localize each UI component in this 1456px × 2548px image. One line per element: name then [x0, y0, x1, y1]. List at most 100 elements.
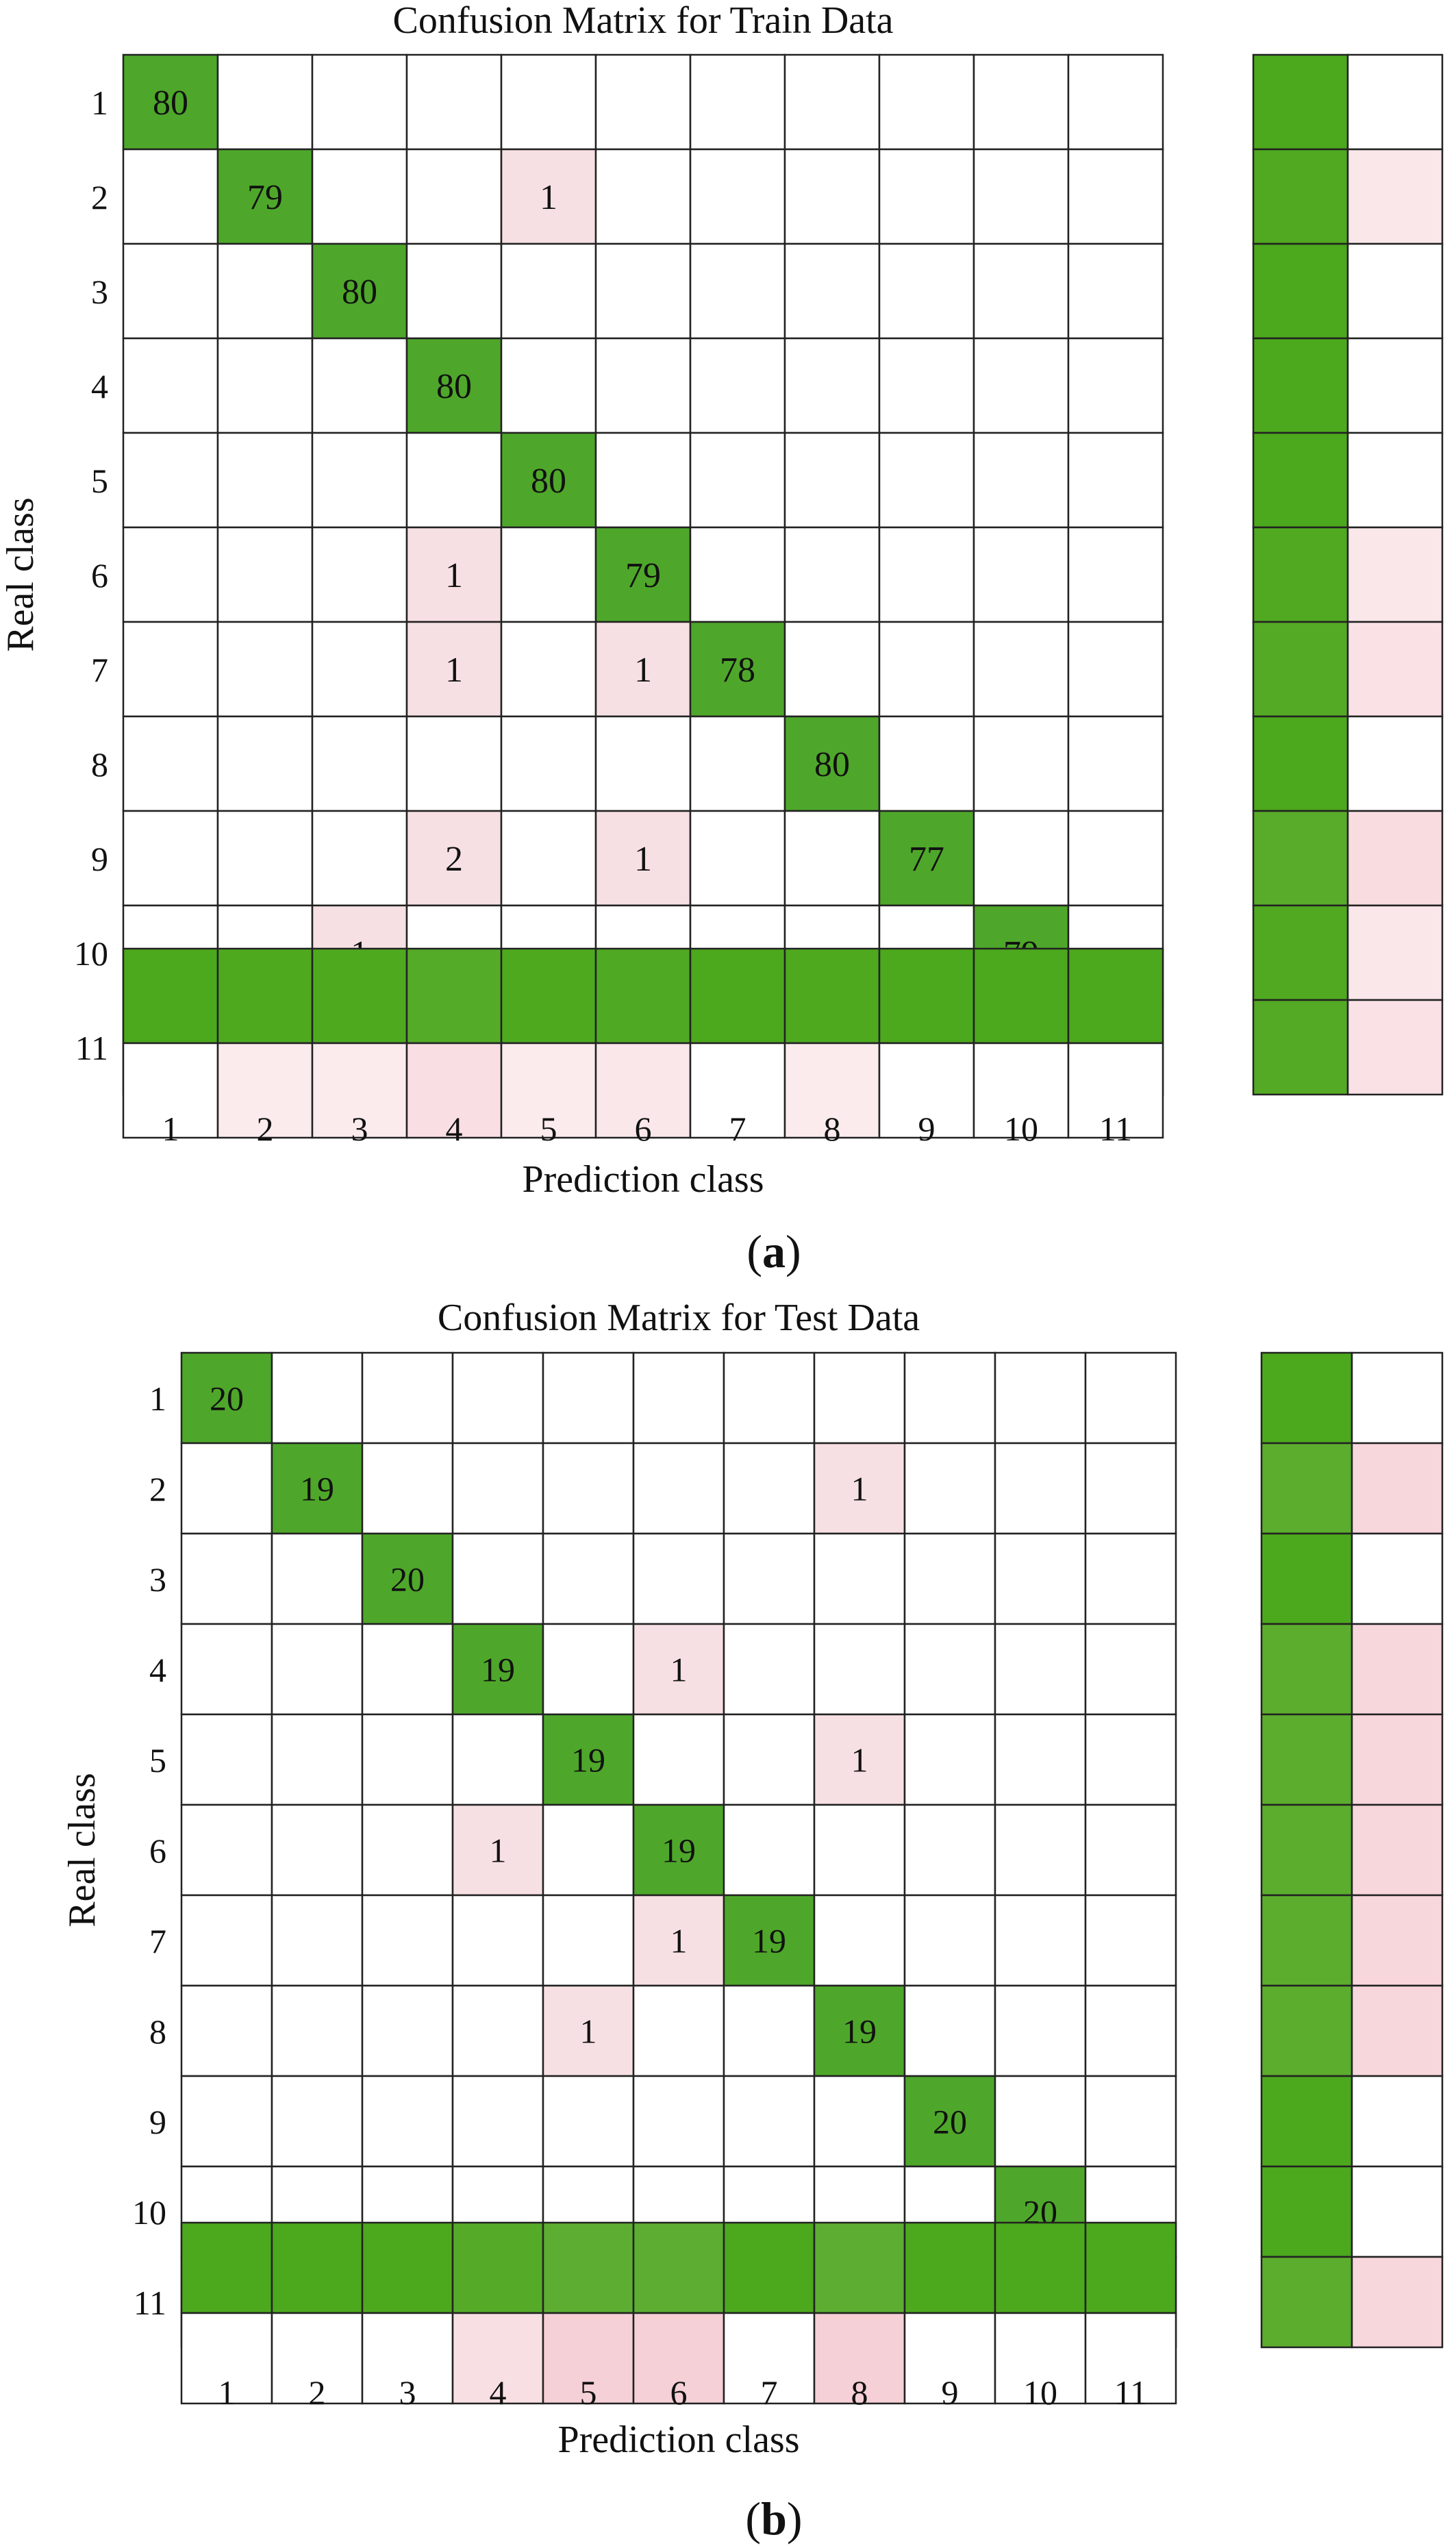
- x-tick-label: 9: [918, 1110, 936, 1148]
- col-precision-cell: [451, 2221, 544, 2314]
- empty-cell: [122, 526, 219, 623]
- col-precision-cell: [500, 947, 597, 1045]
- row-error-cell: [1351, 1442, 1444, 1535]
- row-precision-cell: [1260, 1532, 1353, 1625]
- empty-cell: [903, 1894, 996, 1987]
- col-error-cell: [723, 2312, 816, 2405]
- row-error-cell: [1351, 1351, 1444, 1445]
- row-precision-cell: [1252, 53, 1349, 151]
- empty-cell: [994, 1803, 1087, 1897]
- empty-cell: [632, 1351, 725, 1445]
- cell-value: 20: [210, 1379, 244, 1418]
- x-tick-label: 11: [1114, 2373, 1147, 2412]
- empty-cell: [1084, 1623, 1177, 1716]
- y-tick-label: 2: [149, 1470, 166, 1508]
- row-error-cell: [1346, 242, 1444, 340]
- empty-cell: [994, 1532, 1087, 1625]
- cell-value: 80: [342, 273, 377, 312]
- empty-cell: [1084, 2075, 1177, 2168]
- empty-cell: [994, 1623, 1087, 1716]
- cell-value: 20: [390, 1560, 425, 1599]
- empty-cell: [216, 432, 314, 529]
- cell-value: 19: [842, 2012, 877, 2051]
- empty-cell: [972, 432, 1070, 529]
- y-tick-label: 7: [149, 1922, 166, 1960]
- x-tick-label: 8: [824, 1110, 841, 1148]
- empty-cell: [878, 715, 975, 812]
- cell-value: 1: [634, 651, 652, 690]
- row-precision-cell: [1260, 2165, 1353, 2258]
- empty-cell: [542, 1442, 635, 1535]
- empty-cell: [180, 1442, 273, 1535]
- empty-cell: [451, 1351, 544, 1445]
- col-precision-cell: [878, 947, 975, 1045]
- empty-cell: [1067, 715, 1164, 812]
- col-error-cell: [594, 1042, 692, 1139]
- error-cell: [594, 810, 692, 907]
- empty-cell: [689, 148, 786, 245]
- empty-cell: [878, 337, 975, 434]
- diagonal-cell: [632, 1803, 725, 1897]
- cell-value: 1: [445, 556, 463, 595]
- empty-cell: [500, 337, 597, 434]
- empty-cell: [451, 2075, 544, 2168]
- empty-cell: [723, 1532, 816, 1625]
- empty-cell: [1067, 242, 1164, 340]
- empty-cell: [972, 810, 1070, 907]
- x-tick-label: 4: [446, 1110, 463, 1148]
- empty-cell: [122, 621, 219, 718]
- col-precision-cell: [122, 947, 219, 1045]
- x-axis-label: Prediction class: [522, 1158, 764, 1201]
- empty-cell: [180, 1984, 273, 2077]
- empty-cell: [311, 621, 408, 718]
- empty-cell: [542, 1351, 635, 1445]
- empty-cell: [783, 810, 881, 907]
- error-cell: [594, 621, 692, 718]
- x-tick-label: 7: [729, 1110, 746, 1148]
- row-precision-cell: [1260, 1894, 1353, 1987]
- empty-cell: [1084, 1532, 1177, 1625]
- cell-value: 80: [814, 745, 850, 784]
- cell-value: 1: [670, 1651, 688, 1689]
- col-error-cell: [451, 2312, 544, 2405]
- y-tick-label: 4: [149, 1651, 166, 1689]
- empty-cell: [972, 337, 1070, 434]
- empty-cell: [122, 148, 219, 245]
- error-cell: [542, 1984, 635, 2077]
- empty-cell: [783, 432, 881, 529]
- empty-cell: [594, 53, 692, 151]
- empty-cell: [361, 1351, 454, 1445]
- row-error-cell: [1346, 810, 1444, 907]
- row-precision-cell: [1260, 1984, 1353, 2077]
- row-precision-cell: [1260, 1713, 1353, 1806]
- x-tick-label: 11: [1099, 1110, 1132, 1148]
- row-precision-cell: [1252, 621, 1349, 718]
- empty-cell: [1067, 621, 1164, 718]
- empty-cell: [1067, 337, 1164, 434]
- empty-cell: [500, 810, 597, 907]
- x-tick-label: 6: [670, 2373, 688, 2412]
- cell-value: 1: [540, 178, 557, 217]
- x-tick-label: 3: [399, 2373, 416, 2412]
- empty-cell: [405, 242, 503, 340]
- empty-cell: [594, 148, 692, 245]
- diagonal-cell: [361, 1532, 454, 1625]
- empty-cell: [813, 1894, 906, 1987]
- col-error-cell: [180, 2312, 273, 2405]
- empty-cell: [972, 242, 1070, 340]
- cell-value: 1: [634, 840, 652, 879]
- empty-cell: [903, 1984, 996, 2077]
- col-precision-cell: [972, 947, 1070, 1045]
- empty-cell: [972, 621, 1070, 718]
- row-precision-cell: [1252, 810, 1349, 907]
- row-precision-cell: [1260, 2075, 1353, 2168]
- empty-cell: [878, 432, 975, 529]
- cell-value: 1: [670, 1922, 688, 1960]
- diagonal-cell: [723, 1894, 816, 1987]
- col-precision-cell: [216, 947, 314, 1045]
- empty-cell: [451, 1984, 544, 2077]
- row-error-cell: [1351, 1713, 1444, 1806]
- col-error-cell: [783, 1042, 881, 1139]
- empty-cell: [723, 2075, 816, 2168]
